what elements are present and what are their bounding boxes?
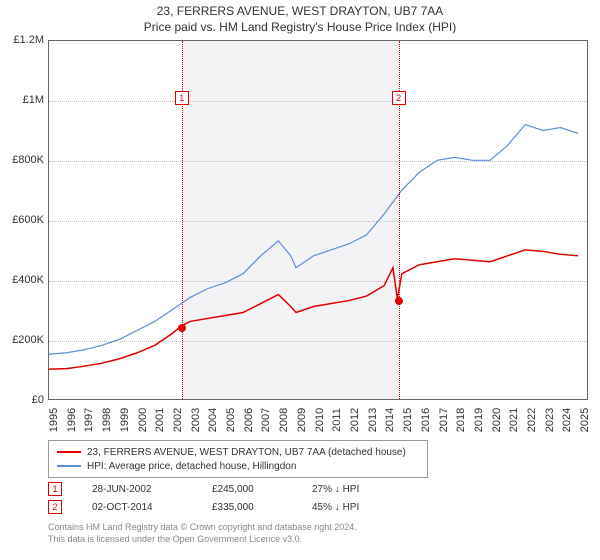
x-tick-label: 2017 (438, 408, 450, 432)
line-series-svg (49, 41, 587, 399)
x-tick-label: 2019 (473, 408, 485, 432)
chart-subtitle: Price paid vs. HM Land Registry's House … (0, 20, 600, 34)
x-tick-label: 2004 (207, 408, 219, 432)
legend-label-hpi: HPI: Average price, detached house, Hill… (87, 461, 296, 472)
x-tick-label: 1997 (83, 408, 95, 432)
x-tick-label: 2007 (260, 408, 272, 432)
x-tick-label: 2006 (243, 408, 255, 432)
legend-item-hpi: HPI: Average price, detached house, Hill… (57, 459, 419, 473)
footer-line-1: Contains HM Land Registry data © Crown c… (48, 522, 357, 532)
x-tick-label: 2012 (349, 408, 361, 432)
x-tick-label: 2018 (455, 408, 467, 432)
x-tick-label: 1998 (101, 408, 113, 432)
legend-item-property: 23, FERRERS AVENUE, WEST DRAYTON, UB7 7A… (57, 445, 419, 459)
footer-attribution: Contains HM Land Registry data © Crown c… (48, 522, 357, 545)
x-tick-label: 2001 (154, 408, 166, 432)
x-tick-label: 2016 (420, 408, 432, 432)
x-tick-label: 2020 (491, 408, 503, 432)
transaction-dot (178, 324, 186, 332)
series-line-property (49, 250, 578, 369)
x-tick-label: 2025 (579, 408, 591, 432)
transaction-marker-1: 1 (48, 482, 62, 496)
x-tick-label: 2013 (367, 408, 379, 432)
transaction-row: 2 02-OCT-2014 £335,000 45% ↓ HPI (48, 498, 588, 516)
y-tick-label: £0 (4, 394, 44, 406)
transaction-price: £245,000 (212, 484, 282, 495)
x-tick-label: 2022 (526, 408, 538, 432)
legend-swatch-property (57, 451, 81, 453)
x-tick-label: 2000 (137, 408, 149, 432)
transaction-date: 28-JUN-2002 (92, 484, 182, 495)
chart-container: 23, FERRERS AVENUE, WEST DRAYTON, UB7 7A… (0, 0, 600, 560)
x-tick-label: 2010 (314, 408, 326, 432)
legend-label-property: 23, FERRERS AVENUE, WEST DRAYTON, UB7 7A… (87, 447, 406, 458)
x-tick-label: 2023 (544, 408, 556, 432)
x-tick-label: 2021 (508, 408, 520, 432)
y-tick-label: £200K (4, 334, 44, 346)
y-tick-label: £800K (4, 154, 44, 166)
y-tick-label: £600K (4, 214, 44, 226)
x-tick-label: 2009 (296, 408, 308, 432)
x-tick-label: 2015 (402, 408, 414, 432)
plot-area: 12 (48, 40, 588, 400)
footer-line-2: This data is licensed under the Open Gov… (48, 534, 302, 544)
x-tick-label: 2008 (278, 408, 290, 432)
y-tick-label: £400K (4, 274, 44, 286)
transaction-price: £335,000 (212, 502, 282, 513)
x-tick-label: 2002 (172, 408, 184, 432)
transaction-dot (395, 297, 403, 305)
legend-swatch-hpi (57, 465, 81, 467)
x-tick-label: 1995 (48, 408, 60, 432)
x-tick-label: 1999 (119, 408, 131, 432)
transaction-marker-2: 2 (48, 500, 62, 514)
x-tick-label: 2005 (225, 408, 237, 432)
x-tick-label: 2014 (384, 408, 396, 432)
titles: 23, FERRERS AVENUE, WEST DRAYTON, UB7 7A… (0, 0, 600, 34)
transaction-delta: 27% ↓ HPI (312, 484, 359, 495)
transaction-date: 02-OCT-2014 (92, 502, 182, 513)
transaction-delta: 45% ↓ HPI (312, 502, 359, 513)
y-tick-label: £1M (4, 94, 44, 106)
x-tick-label: 2011 (331, 408, 343, 432)
y-tick-label: £1.2M (4, 34, 44, 46)
series-line-hpi (49, 125, 578, 355)
legend: 23, FERRERS AVENUE, WEST DRAYTON, UB7 7A… (48, 440, 428, 478)
x-tick-label: 2024 (561, 408, 573, 432)
transaction-row: 1 28-JUN-2002 £245,000 27% ↓ HPI (48, 480, 588, 498)
transaction-badge: 2 (392, 91, 406, 105)
x-tick-label: 1996 (66, 408, 78, 432)
transaction-badge: 1 (175, 91, 189, 105)
chart-title: 23, FERRERS AVENUE, WEST DRAYTON, UB7 7A… (0, 4, 600, 18)
transactions-table: 1 28-JUN-2002 £245,000 27% ↓ HPI 2 02-OC… (48, 480, 588, 516)
x-tick-label: 2003 (190, 408, 202, 432)
